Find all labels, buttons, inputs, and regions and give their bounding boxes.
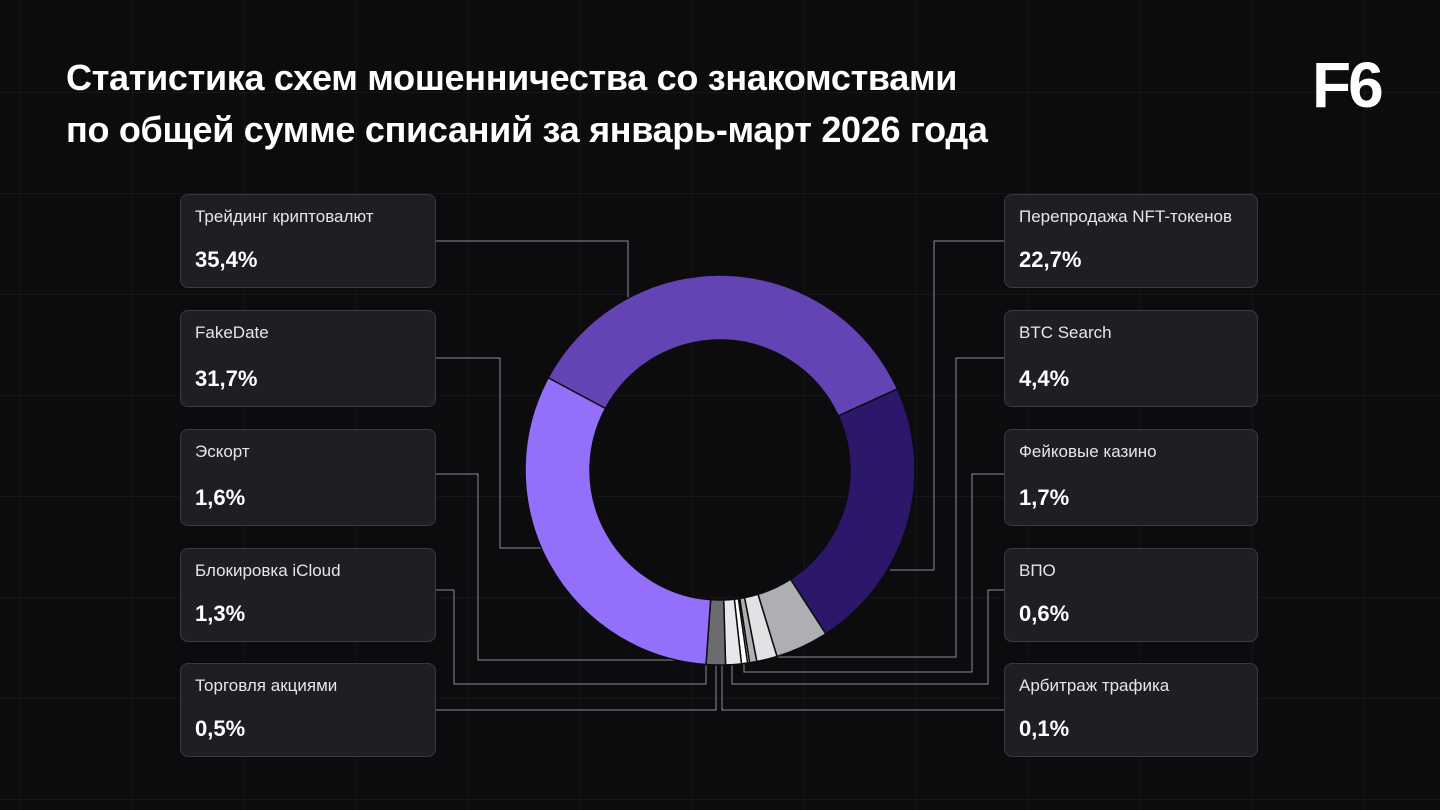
card-value: 0,6% (1019, 601, 1070, 626)
card-malware: ВПО 0,6% (1004, 548, 1258, 642)
card-value: 4,4% (1019, 366, 1070, 391)
card-value: 1,7% (1019, 485, 1070, 510)
card-label: Трейдинг криптовалют (195, 207, 374, 226)
slice-nft-resale (789, 387, 916, 635)
card-label: FakeDate (195, 323, 269, 342)
card-fake-casino: Фейковые казино 1,7% (1004, 429, 1258, 526)
card-nft-resale: Перепродажа NFT-токенов 22,7% (1004, 194, 1258, 288)
card-value: 31,7% (195, 366, 258, 391)
card-label: Блокировка iCloud (195, 561, 341, 580)
slice-crypto-trading (546, 274, 899, 417)
leader-fakedate (436, 357, 545, 549)
card-btc-search: BTC Search 4,4% (1004, 310, 1258, 407)
card-label: ВПО (1019, 561, 1056, 580)
leader-icloud-lock (436, 589, 707, 685)
leader-malware (731, 589, 1004, 685)
card-label: Торговля акциями (195, 676, 338, 695)
title-line-2: по общей сумме списаний за январь-март 2… (66, 109, 988, 150)
leader-stock-trading (436, 665, 717, 711)
card-label: Арбитраж трафика (1019, 676, 1170, 695)
card-icloud-lock: Блокировка iCloud 1,3% (180, 548, 436, 642)
card-escort: Эскорт 1,6% (180, 429, 436, 526)
leader-crypto-trading (436, 240, 629, 300)
card-label: Фейковые казино (1019, 442, 1157, 461)
leader-traffic-arbitrage (721, 665, 1004, 711)
slice-fakedate (524, 376, 712, 666)
page-title: Статистика схем мошенничества со знакомс… (66, 52, 1166, 156)
card-value: 35,4% (195, 247, 258, 272)
title-line-1: Статистика схем мошенничества со знакомс… (66, 57, 958, 98)
card-value: 0,1% (1019, 716, 1070, 741)
card-label: BTC Search (1019, 323, 1112, 342)
card-value: 1,6% (195, 485, 246, 510)
card-fakedate: FakeDate 31,7% (180, 310, 436, 407)
f6-logo: F6 (1312, 49, 1384, 121)
leader-fake-casino (743, 473, 1004, 673)
card-value: 0,5% (195, 716, 246, 741)
card-traffic-arbitrage: Арбитраж трафика 0,1% (1004, 663, 1258, 757)
card-value: 22,7% (1019, 247, 1082, 272)
card-label: Перепродажа NFT-токенов (1019, 207, 1233, 226)
card-label: Эскорт (195, 442, 250, 461)
card-crypto-trading: Трейдинг криптовалют 35,4% (180, 194, 436, 288)
leader-nft-resale (890, 240, 1004, 571)
card-value: 1,3% (195, 601, 246, 626)
card-stock-trading: Торговля акциями 0,5% (180, 663, 436, 757)
